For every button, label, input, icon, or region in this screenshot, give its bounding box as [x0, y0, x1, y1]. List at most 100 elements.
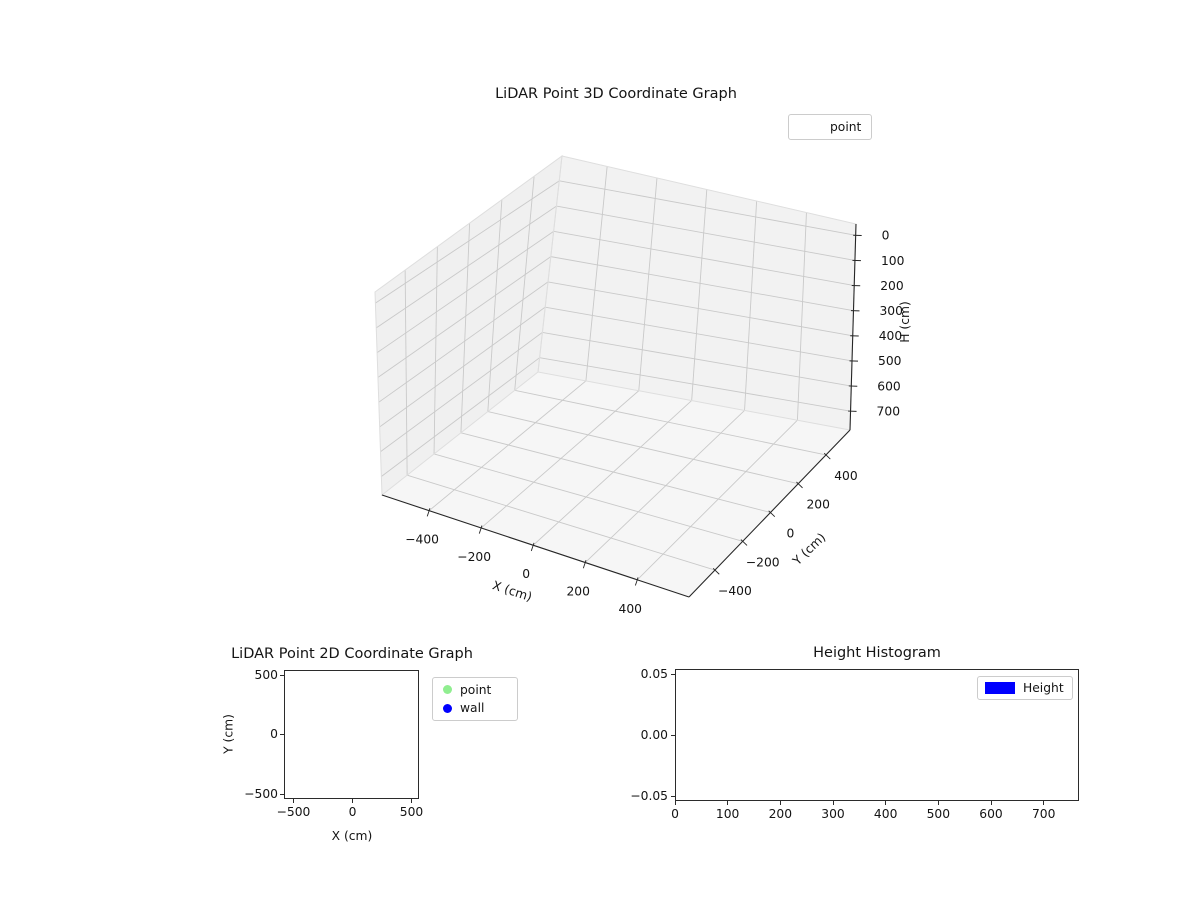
gridline-y-leftwall	[514, 176, 535, 391]
y-tick-label: −400	[718, 584, 752, 598]
y-tick-label: 400	[834, 469, 857, 483]
x-tick-label: −500	[276, 805, 311, 819]
x-tick-mark	[1043, 801, 1045, 805]
gridline-x-rightwall	[744, 200, 758, 411]
histogram-axes-box	[675, 669, 1079, 801]
x-tick-label: 400	[619, 602, 642, 616]
plot3d-ylabel: Y (cm)	[789, 530, 828, 568]
gridline-x-floor	[636, 419, 798, 581]
gridline-x-rightwall	[638, 177, 658, 391]
gridline-z-leftwall	[375, 180, 560, 304]
x-tick-mark	[937, 801, 939, 805]
y-tick-mark	[671, 734, 675, 736]
gridline-x-floor	[532, 400, 692, 546]
histogram-legend: Height	[977, 676, 1073, 700]
plot3d-title: LiDAR Point 3D Coordinate Graph	[495, 86, 737, 102]
plot3d-spines	[381, 223, 857, 598]
gridline-z-leftwall	[379, 306, 546, 428]
y-tick-mark	[740, 539, 748, 546]
z-tick-label: 400	[879, 329, 902, 343]
x-tick-label: 0	[522, 567, 530, 581]
gridline-z-rightwall	[545, 306, 853, 362]
x-tick-label: 500	[399, 805, 424, 819]
height-bar-swatch	[985, 682, 1015, 694]
z-tick-label: 200	[880, 279, 903, 293]
histogram-legend-label-height: Height	[1023, 681, 1064, 695]
y-tick-label: −0.05	[630, 788, 668, 803]
plot2d-legend-item-wall: wall	[433, 701, 517, 715]
gridline-z-leftwall	[376, 230, 554, 354]
x-tick-mark	[293, 799, 294, 803]
plot2d-legend-item-point: point	[433, 683, 517, 697]
plot2d-axes-box	[284, 670, 419, 799]
plot3d-legend-item-point: point	[789, 120, 871, 134]
x-tick-mark	[582, 560, 587, 569]
gridline-z-leftwall	[375, 205, 557, 329]
plot2d-legend-label-point: point	[460, 682, 492, 697]
gridline-y-floor	[433, 453, 743, 542]
legend-empty-handle	[798, 123, 822, 132]
x-tick-label: 100	[715, 807, 740, 821]
y-tick-label: 200	[806, 498, 829, 512]
histogram-title: Height Histogram	[813, 645, 941, 661]
gridline-y-floor	[514, 389, 827, 456]
y-tick-label: −500	[244, 786, 278, 801]
gridline-z-rightwall	[550, 256, 854, 312]
x-tick-mark	[352, 799, 353, 803]
gridline-x-floor	[480, 390, 640, 529]
plot3d-grid	[375, 166, 856, 581]
plot2d-legend: point wall	[432, 677, 518, 721]
x-tick-label: −200	[457, 550, 491, 564]
x-tick-label: 600	[979, 807, 1003, 821]
plot2d-xlabel: X (cm)	[331, 829, 373, 843]
y-tick-mark	[712, 568, 720, 575]
gridline-x-floor	[584, 410, 745, 563]
x-tick-mark	[990, 801, 992, 805]
gridline-y-leftwall	[433, 246, 438, 454]
gridline-y-floor	[407, 474, 716, 571]
gridline-x-rightwall	[796, 212, 807, 421]
x-tick-label: 200	[566, 585, 589, 599]
plot3d-legend: point	[788, 114, 872, 140]
histogram-legend-item-height: Height	[978, 681, 1072, 695]
x-tick-label: 0	[671, 807, 679, 821]
x-tick-mark	[411, 799, 412, 803]
x-tick-label: 400	[873, 807, 898, 821]
gridline-y-leftwall	[404, 270, 408, 476]
x-tick-label: 200	[768, 807, 793, 821]
y-tick-label: −200	[746, 555, 780, 569]
y-tick-label: 0.05	[640, 666, 668, 681]
plot3d-zlabel: H (cm)	[898, 301, 912, 343]
z-tick-label: 700	[877, 404, 900, 418]
y-tick-label: 0.00	[640, 727, 668, 742]
z-tick-label: 0	[882, 229, 890, 243]
point-marker-swatch	[443, 685, 452, 695]
x-tick-mark	[478, 525, 483, 534]
x-tick-label: 300	[821, 807, 845, 821]
gridline-y-leftwall	[460, 223, 471, 433]
gridline-x-floor	[428, 380, 587, 512]
plot3d-ticks	[426, 234, 862, 586]
x-tick-mark	[779, 801, 781, 805]
y-tick-mark	[671, 673, 675, 675]
y-tick-mark	[671, 795, 675, 797]
plot3d-pane-floor	[382, 372, 850, 597]
plot2d-title: LiDAR Point 2D Coordinate Graph	[231, 646, 473, 662]
gridline-x-rightwall	[585, 166, 608, 381]
y-tick-label: 0	[270, 727, 278, 741]
x-tick-label: −400	[405, 533, 439, 547]
x-tick-mark	[634, 577, 639, 586]
x-tick-mark	[674, 801, 676, 805]
x-axis-line	[381, 494, 690, 598]
y-tick-mark	[768, 510, 776, 517]
wall-marker-swatch	[443, 703, 452, 713]
y-tick-mark	[280, 793, 284, 795]
y-tick-mark	[280, 674, 284, 676]
y-tick-mark	[796, 481, 803, 489]
y-tick-label: 0	[787, 526, 795, 540]
x-tick-label: 700	[1031, 807, 1056, 821]
x-tick-mark	[885, 801, 887, 805]
y-tick-label: 500	[254, 667, 278, 682]
